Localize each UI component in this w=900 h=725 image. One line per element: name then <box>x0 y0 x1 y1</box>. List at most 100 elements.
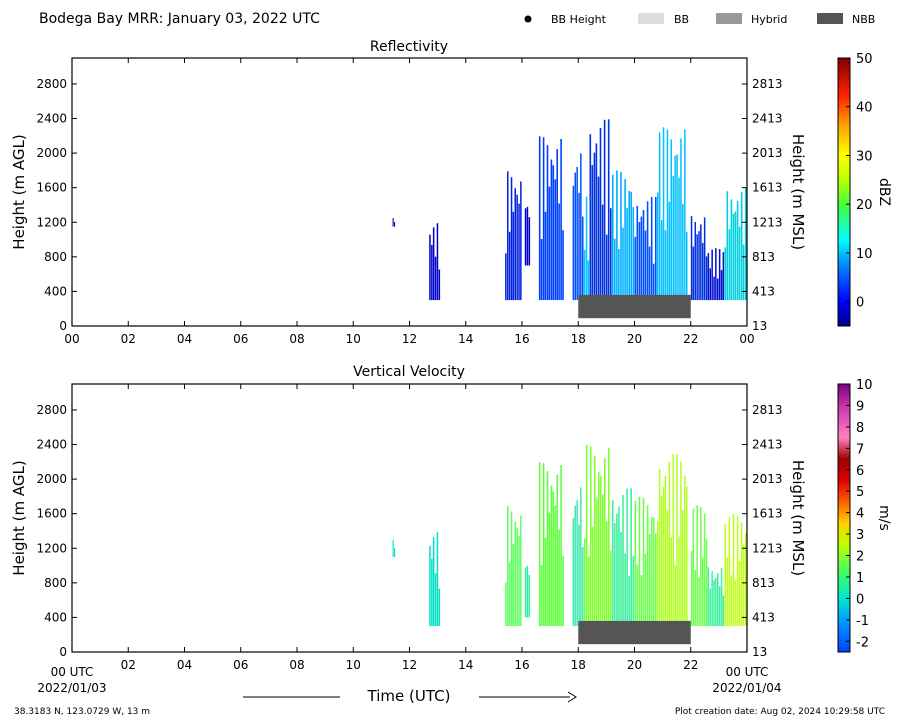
echo-column <box>634 500 637 627</box>
echo-column <box>622 495 624 627</box>
x-start-label: 00 UTC <box>51 665 94 679</box>
echo-column <box>726 191 729 300</box>
y2-tick-label: 1613 <box>752 181 783 195</box>
echo-column <box>589 134 592 301</box>
echo-column <box>698 577 700 627</box>
echo-column <box>711 571 713 626</box>
echo-column <box>548 186 551 300</box>
x-tick-label: 16 <box>514 332 529 346</box>
echo-column <box>696 234 698 301</box>
echo-column <box>657 192 659 300</box>
echo-column <box>526 206 529 266</box>
echo-column <box>738 226 741 300</box>
echo-column <box>624 553 626 627</box>
echo-column <box>585 196 588 300</box>
echo-column <box>524 567 527 618</box>
echo-column <box>580 153 582 301</box>
x-tick-label: 20 <box>627 332 642 346</box>
echo-column <box>542 137 545 300</box>
echo-column <box>696 505 698 627</box>
echo-column <box>614 238 616 301</box>
colorbar-tick-label: 6 <box>856 464 864 479</box>
echo-column <box>605 234 608 300</box>
echo-column <box>674 565 676 626</box>
echo-column <box>628 576 630 626</box>
y2-tick-label: 413 <box>752 610 775 624</box>
echo-column <box>560 139 562 301</box>
echo-column <box>658 469 661 626</box>
legend-hybrid-swatch <box>716 13 742 24</box>
echo-column <box>692 246 695 301</box>
colorbar-tick-label: 1 <box>856 571 864 586</box>
legend-label: NBB <box>852 13 875 26</box>
colorbar-tick-label: 8 <box>856 421 864 436</box>
echo-column <box>524 208 527 266</box>
y-ticks: 0 13 400 413 800 813 1200 1213 1600 1613 2000 2013 2… <box>36 403 782 659</box>
echo-column <box>582 216 584 301</box>
y-tick-label: 800 <box>44 576 67 590</box>
echo-column <box>583 249 586 300</box>
echo-column <box>512 211 515 301</box>
y-tick-label: 1200 <box>36 215 67 229</box>
colorbar-tick-label: 50 <box>856 52 873 67</box>
x-tick-label: 04 <box>177 332 192 346</box>
echo-column <box>724 524 727 627</box>
echo-column <box>552 491 555 626</box>
echo-column <box>632 207 635 300</box>
echo-column <box>618 506 620 626</box>
figure-title: Bodega Bay MRR: January 03, 2022 UTC <box>39 11 320 27</box>
echo-column <box>703 217 706 301</box>
echo-column <box>648 534 651 627</box>
echo-column <box>556 149 558 301</box>
legend-nbb-swatch <box>817 13 843 24</box>
panel-title: Reflectivity <box>370 39 448 55</box>
echo-column <box>542 463 545 626</box>
echo-column <box>572 185 575 301</box>
y2-tick-label: 2013 <box>752 472 783 486</box>
echo-column <box>634 236 637 300</box>
y2-axis-label: Height (m MSL) <box>789 460 807 576</box>
colorbar-tick-label: 3 <box>856 528 864 543</box>
echo-column <box>538 136 541 301</box>
reflectivity-panel: Reflectivity 00 02 04 06 08 10 12 14 16 18 20 22 00 … <box>10 39 892 346</box>
echo-column <box>670 536 672 626</box>
echo-column <box>562 556 564 626</box>
echo-column <box>722 595 725 627</box>
x-tick-label: 10 <box>346 658 361 672</box>
echo-column <box>684 475 686 627</box>
echo-column <box>709 588 711 626</box>
echo-column <box>516 194 518 301</box>
y2-tick-label: 813 <box>752 576 775 590</box>
echo-column <box>740 192 743 301</box>
colorbar-tick-label: 9 <box>856 399 864 414</box>
echo-column <box>720 270 723 301</box>
echo-column <box>434 256 437 301</box>
echo-column <box>526 566 529 618</box>
colorbar-tick-label: -2 <box>856 635 869 650</box>
echo-column <box>610 208 612 301</box>
echo-layer <box>392 444 747 627</box>
echo-column <box>620 172 622 301</box>
echo-column <box>652 517 655 627</box>
echo-column <box>514 188 516 300</box>
echo-column <box>614 523 616 627</box>
echo-column <box>578 524 580 626</box>
colorbar: 0 10 20 30 40 50 dBZ <box>837 52 892 327</box>
echo-column <box>432 537 435 626</box>
echo-column <box>632 556 635 627</box>
nbb-bar <box>578 294 691 319</box>
echo-column <box>732 213 735 300</box>
echo-column <box>722 252 725 300</box>
echo-column <box>724 247 727 301</box>
colorbar-tick-label: 7 <box>856 442 864 457</box>
echo-column <box>558 529 560 626</box>
echo-column <box>738 561 741 626</box>
echo-column <box>668 461 671 627</box>
echo-column <box>636 564 639 627</box>
echo-column <box>662 127 665 301</box>
echo-column <box>392 218 394 227</box>
echo-column <box>684 129 686 301</box>
echo-column <box>740 522 743 626</box>
echo-column <box>666 510 669 627</box>
echo-column <box>514 521 516 627</box>
